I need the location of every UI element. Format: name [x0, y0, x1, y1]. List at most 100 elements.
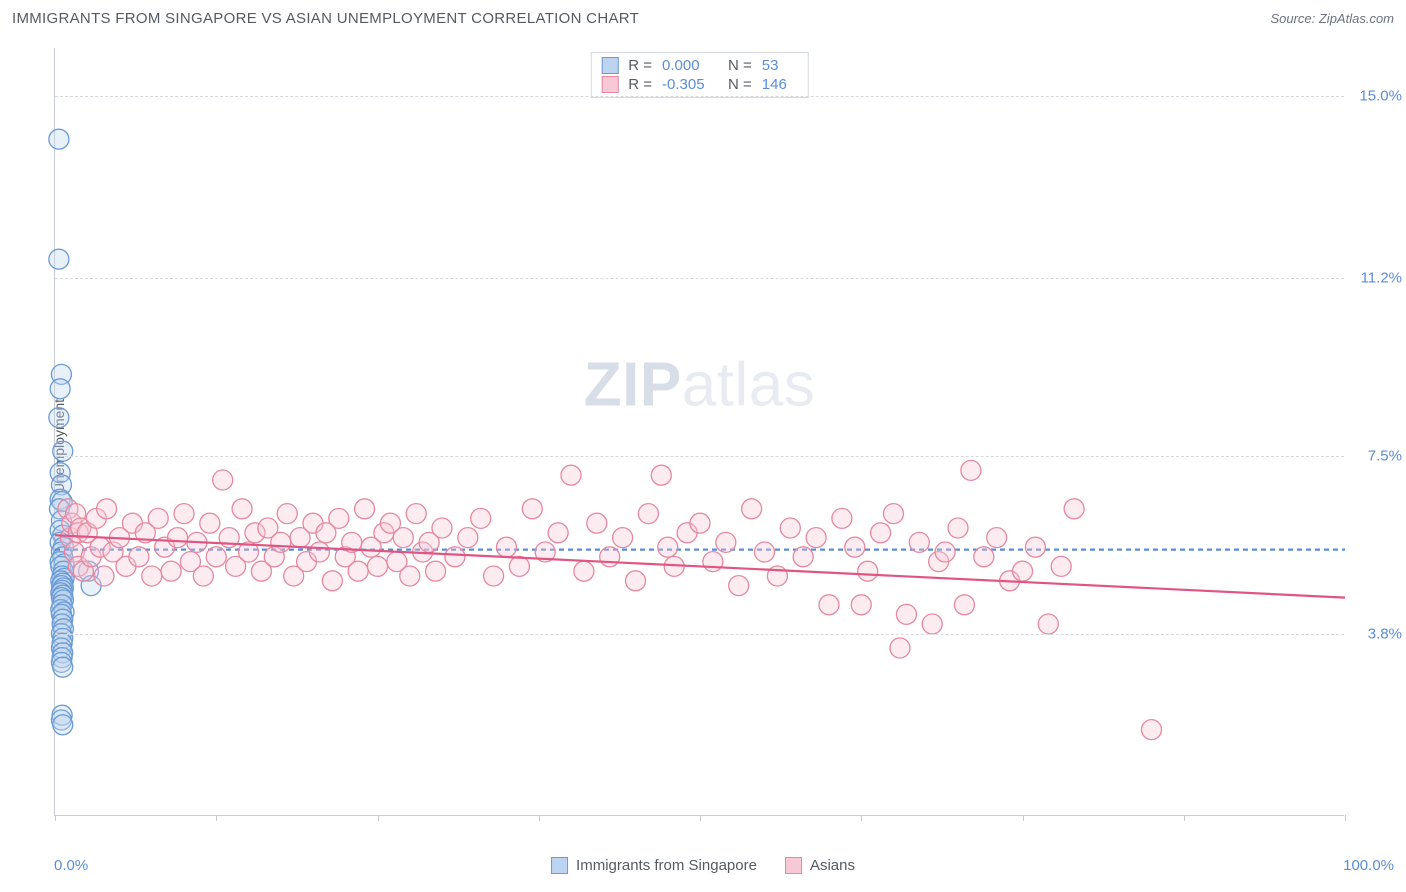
data-point	[309, 542, 329, 562]
data-point	[522, 499, 542, 519]
x-tick	[1184, 815, 1185, 821]
data-point	[587, 513, 607, 533]
data-point	[974, 547, 994, 567]
legend-swatch	[551, 857, 568, 874]
data-point	[922, 614, 942, 634]
gridline	[55, 278, 1344, 279]
stat-n-label: N =	[728, 76, 752, 93]
data-point	[432, 518, 452, 538]
data-point	[626, 571, 646, 591]
plot-area: ZIPatlas R =0.000N =53R =-0.305N =146 3.…	[54, 48, 1344, 816]
stat-r-label: R =	[628, 76, 652, 93]
data-point	[49, 129, 69, 149]
gridline	[55, 456, 1344, 457]
data-point	[129, 547, 149, 567]
data-point	[884, 504, 904, 524]
data-point	[142, 566, 162, 586]
data-point	[53, 441, 73, 461]
x-tick	[861, 815, 862, 821]
data-point	[819, 595, 839, 615]
data-point	[935, 542, 955, 562]
x-tick	[1023, 815, 1024, 821]
stats-row: R =-0.305N =146	[601, 75, 798, 94]
data-point	[97, 499, 117, 519]
data-point	[368, 556, 388, 576]
stat-n-value: 53	[762, 57, 798, 74]
y-tick-label: 3.8%	[1368, 625, 1402, 642]
data-point	[161, 561, 181, 581]
chart-title: IMMIGRANTS FROM SINGAPORE VS ASIAN UNEMP…	[12, 10, 639, 27]
x-tick	[539, 815, 540, 821]
data-point	[400, 566, 420, 586]
data-point	[948, 518, 968, 538]
data-point	[851, 595, 871, 615]
data-point	[49, 408, 69, 428]
data-point	[574, 561, 594, 581]
data-point	[355, 499, 375, 519]
data-point	[729, 576, 749, 596]
data-point	[484, 566, 504, 586]
y-tick-label: 11.2%	[1361, 270, 1402, 287]
data-point	[658, 537, 678, 557]
data-point	[716, 532, 736, 552]
data-point	[50, 379, 70, 399]
data-point	[393, 528, 413, 548]
stats-legend: R =0.000N =53R =-0.305N =146	[590, 52, 809, 98]
data-point	[561, 465, 581, 485]
data-point	[793, 547, 813, 567]
data-point	[780, 518, 800, 538]
legend-item: Immigrants from Singapore	[551, 857, 757, 874]
data-point	[703, 552, 723, 572]
data-point	[174, 504, 194, 524]
data-point	[213, 470, 233, 490]
stat-r-value: 0.000	[662, 57, 718, 74]
legend-label: Immigrants from Singapore	[576, 857, 757, 874]
y-tick-label: 7.5%	[1368, 448, 1402, 465]
data-point	[206, 547, 226, 567]
data-point	[651, 465, 671, 485]
data-point	[322, 571, 342, 591]
data-point	[193, 566, 213, 586]
data-point	[200, 513, 220, 533]
data-point	[742, 499, 762, 519]
bottom-legend: Immigrants from Singapore Asians	[551, 857, 855, 874]
data-point	[638, 504, 658, 524]
x-tick	[1345, 815, 1346, 821]
data-point	[445, 547, 465, 567]
data-point	[806, 528, 826, 548]
legend-swatch	[785, 857, 802, 874]
chart-container: IMMIGRANTS FROM SINGAPORE VS ASIAN UNEMP…	[0, 0, 1406, 892]
data-point	[1025, 537, 1045, 557]
data-point	[329, 508, 349, 528]
y-tick-label: 15.0%	[1359, 88, 1402, 105]
x-tick	[216, 815, 217, 821]
stats-row: R =0.000N =53	[601, 56, 798, 75]
x-tick	[55, 815, 56, 821]
legend-label: Asians	[810, 857, 855, 874]
data-point	[406, 504, 426, 524]
data-point	[1142, 720, 1162, 740]
data-point	[426, 561, 446, 581]
x-max-label: 100.0%	[1343, 857, 1394, 874]
data-point	[1038, 614, 1058, 634]
data-point	[871, 523, 891, 543]
data-point	[94, 566, 114, 586]
data-point	[471, 508, 491, 528]
data-point	[509, 556, 529, 576]
data-point	[53, 715, 73, 735]
data-point	[277, 504, 297, 524]
data-point	[348, 561, 368, 581]
data-point	[845, 537, 865, 557]
data-point	[832, 508, 852, 528]
data-point	[458, 528, 478, 548]
data-point	[232, 499, 252, 519]
stats-swatch	[601, 76, 618, 93]
data-point	[961, 460, 981, 480]
data-point	[613, 528, 633, 548]
title-bar: IMMIGRANTS FROM SINGAPORE VS ASIAN UNEMP…	[12, 10, 1394, 27]
data-point	[755, 542, 775, 562]
data-point	[987, 528, 1007, 548]
x-tick	[378, 815, 379, 821]
data-point	[858, 561, 878, 581]
data-point	[890, 638, 910, 658]
